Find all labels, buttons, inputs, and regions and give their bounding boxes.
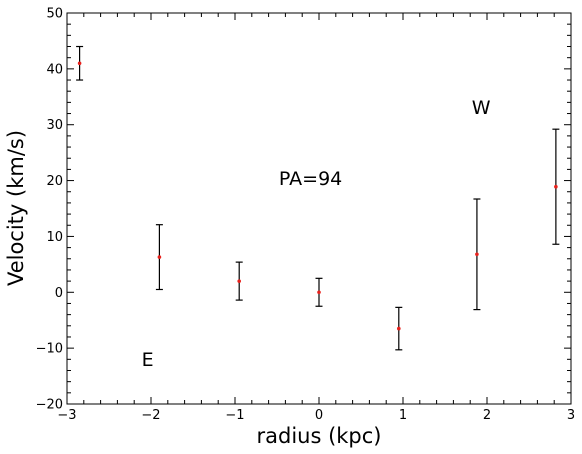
y-tick-label: −10 bbox=[36, 342, 63, 357]
axis-ticks bbox=[66, 12, 572, 405]
x-tick-label: 1 bbox=[399, 408, 407, 423]
data-points bbox=[77, 61, 558, 331]
annotation-label: PA=94 bbox=[279, 168, 342, 190]
x-axis-label: radius (kpc) bbox=[256, 424, 381, 448]
data-point bbox=[237, 279, 241, 283]
y-tick-label: 20 bbox=[46, 174, 63, 189]
x-tick-label: 2 bbox=[483, 408, 491, 423]
y-tick-label: 0 bbox=[55, 286, 63, 301]
x-tick-label: 3 bbox=[567, 408, 575, 423]
x-tick-label: −2 bbox=[141, 408, 160, 423]
plot-area bbox=[66, 12, 572, 405]
x-tick-label: 0 bbox=[315, 408, 323, 423]
y-tick-labels: −20 −10 0 10 20 30 40 50 bbox=[36, 7, 63, 413]
annotation-label: E bbox=[142, 349, 154, 371]
y-tick-label: 30 bbox=[46, 118, 63, 133]
y-tick-label: 40 bbox=[46, 62, 63, 77]
y-tick-label: −20 bbox=[36, 398, 63, 413]
data-point bbox=[77, 61, 82, 66]
x-tick-labels: −3 −2 −1 0 1 2 3 bbox=[57, 408, 575, 423]
annotations: PA=94 W E bbox=[142, 97, 491, 371]
data-point bbox=[397, 326, 401, 331]
annotation-label: W bbox=[472, 97, 491, 119]
y-axis-label: Velocity (km/s) bbox=[4, 130, 28, 286]
data-point bbox=[317, 290, 321, 295]
data-point bbox=[554, 184, 558, 189]
data-point bbox=[157, 255, 162, 259]
y-tick-label: 10 bbox=[46, 230, 63, 245]
x-tick-label: −1 bbox=[225, 408, 244, 423]
data-point bbox=[475, 252, 479, 257]
x-tick-label: −3 bbox=[57, 408, 76, 423]
y-tick-label: 50 bbox=[46, 7, 63, 22]
